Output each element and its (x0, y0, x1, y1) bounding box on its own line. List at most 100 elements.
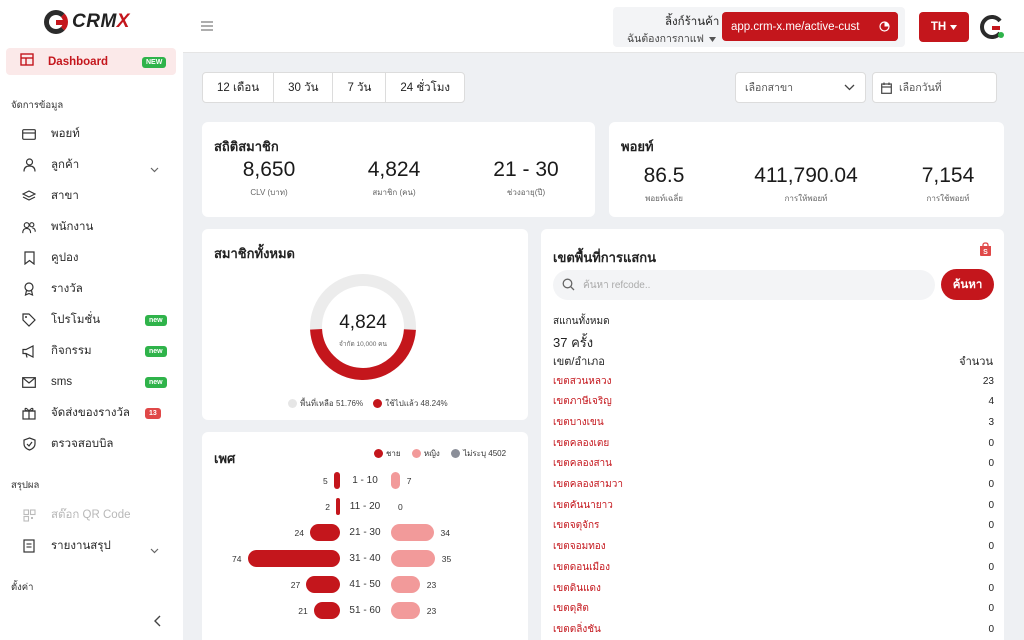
district-name[interactable]: เขตดินแดง (553, 582, 601, 594)
award-icon (22, 282, 36, 296)
date-picker[interactable]: เลือกวันที่ (872, 72, 997, 103)
male-count: 74 (232, 554, 242, 564)
card-title: สถิติสมาชิก (214, 139, 279, 154)
sidebar-item-8[interactable]: กิจกรรม new (22, 340, 177, 362)
gender-row: 21 - 30 24 34 (202, 523, 529, 543)
district-name[interactable]: เขตจตุจักร (553, 520, 600, 532)
female-bar (391, 602, 420, 619)
sidebar-badge: new (145, 315, 167, 326)
stat-clv: 8,650 CLV (บาท) (242, 158, 296, 197)
table-row: เขตตลิ่งชัน 0 (553, 620, 994, 638)
all-members-card: สมาชิกทั้งหมด 4,824 จำกัด 10,000 คน พื้น… (202, 229, 528, 420)
logo-mark (44, 10, 68, 34)
district-name[interactable]: เขตจอมทอง (553, 541, 606, 553)
sidebar-item-1[interactable]: พอยท์ (22, 123, 177, 145)
top-header: ลิ้งก์ร้านค้า ฉันต้องการกาแฟ app.crm-x.m… (183, 0, 1024, 53)
male-count: 24 (294, 528, 304, 538)
table-row: เขตคลองเตย 0 (553, 434, 994, 452)
range-option-2[interactable]: 30 วัน (274, 73, 334, 102)
shop-link-url[interactable]: app.crm-x.me/active-cust (722, 12, 898, 41)
section-title-summary: สรุปผล (11, 480, 40, 491)
district-name[interactable]: เขตคันนายาว (553, 499, 613, 511)
sidebar-item-4[interactable]: พนักงาน (22, 216, 177, 238)
range-option-4[interactable]: 24 ชั่วโมง (400, 81, 451, 94)
table-row: เขตบางเขน 3 (553, 413, 994, 431)
column-header-district: เขต/อำเภอ (553, 356, 605, 368)
qr-code-icon (22, 508, 36, 522)
male-count: 5 (323, 476, 328, 486)
gift-icon (22, 406, 36, 420)
members-donut-chart (310, 274, 416, 380)
female-count: 23 (426, 606, 437, 616)
district-name[interactable]: เขตคลองสามวา (553, 479, 623, 490)
shop-selector[interactable]: ฉันต้องการกาแฟ (627, 30, 716, 47)
district-count: 0 (988, 458, 994, 470)
district-name[interactable]: เขตดุสิต (553, 603, 589, 615)
table-row: เขตดินแดง 0 (553, 579, 994, 597)
scan-total-value: 37 ครั้ง (553, 335, 594, 350)
sidebar-item-5[interactable]: คูปอง (22, 247, 177, 269)
bookmark-icon (22, 251, 36, 265)
sidebar-item-7[interactable]: โปรโมชั่น new (22, 309, 177, 331)
district-name[interactable]: เขตตลิ่งชัน (553, 623, 601, 635)
district-name[interactable]: เขตคลองสาน (553, 458, 613, 470)
sidebar-item-3[interactable]: สาขา (22, 185, 177, 207)
table-row: เขตจตุจักร 0 (553, 517, 994, 535)
table-row: เขตดอนเมือง 0 (553, 558, 994, 576)
menu-toggle-icon[interactable] (201, 19, 213, 37)
female-bar (391, 524, 434, 541)
district-count: 0 (988, 561, 994, 573)
section-title-settings: ตั้งค่า (11, 582, 34, 593)
tag-icon (22, 313, 36, 327)
table-row: เขตภาษีเจริญ 4 (553, 393, 994, 411)
sidebar-item-label: คูปอง (51, 252, 79, 264)
shopping-bag-icon: S (979, 242, 992, 262)
sidebar-item-2[interactable]: ลูกค้า (22, 154, 177, 176)
male-bar (310, 524, 340, 541)
district-name[interactable]: เขตคลองเตย (553, 437, 610, 449)
logo[interactable]: CRMX (44, 10, 130, 34)
district-name[interactable]: เขตภาษีเจริญ (553, 396, 612, 408)
district-count: 23 (982, 375, 994, 387)
male-count: 21 (298, 606, 308, 616)
refcode-search-input[interactable]: ค้นหา refcode.. (553, 270, 935, 300)
sidebar-summary-item-2[interactable]: รายงานสรุป (22, 535, 177, 557)
sidebar-item-label: พนักงาน (51, 221, 94, 233)
shop-link-box: ลิ้งก์ร้านค้า ฉันต้องการกาแฟ app.crm-x.m… (613, 7, 905, 47)
report-icon (22, 539, 36, 553)
female-count: 34 (440, 528, 450, 538)
male-bar (247, 550, 340, 567)
new-badge: NEW (142, 57, 167, 68)
district-name[interactable]: เขตบางเขน (553, 416, 604, 428)
collapse-sidebar-button[interactable] (154, 614, 162, 632)
branch-select[interactable]: เลือกสาขา (735, 72, 866, 103)
district-name[interactable]: เขตดอนเมือง (553, 561, 610, 573)
sidebar-item-label: กิจกรรม (51, 345, 92, 357)
range-option-3[interactable]: 7 วัน (333, 73, 387, 102)
range-option-1[interactable]: 12 เดือน (203, 73, 275, 102)
language-button[interactable]: TH (919, 12, 969, 42)
sidebar-item-label: sms (51, 376, 73, 388)
caret-down-icon (950, 24, 958, 30)
sidebar-item-11[interactable]: ตรวจสอบบิล (22, 433, 177, 455)
sidebar-badge: 13 (145, 408, 161, 419)
sidebar-item-6[interactable]: รางวัล (22, 278, 177, 300)
sidebar-item-dashboard[interactable]: Dashboard NEW (6, 48, 176, 75)
search-button[interactable]: ค้นหา (941, 269, 994, 300)
legend-dot-female (411, 449, 421, 459)
copy-icon[interactable] (870, 12, 898, 41)
sidebar-item-10[interactable]: จัดส่งของรางวัล 13 (22, 402, 177, 424)
caret-down-icon (708, 37, 716, 42)
district-count: 4 (988, 396, 994, 408)
district-count: 0 (988, 582, 994, 594)
district-count: 0 (988, 520, 994, 532)
sidebar-item-9[interactable]: sms new (22, 371, 177, 393)
avatar[interactable] (978, 13, 1006, 41)
table-row: เขตคลองสามวา 0 (553, 476, 994, 494)
district-count: 0 (988, 623, 994, 635)
scan-total-label: สแกนทั้งหมด (553, 316, 610, 327)
chevron-down-icon (150, 160, 159, 178)
age-range-label: 31 - 40 (349, 553, 381, 564)
female-count: 35 (441, 554, 452, 564)
district-name[interactable]: เขตสวนหลวง (553, 375, 612, 387)
